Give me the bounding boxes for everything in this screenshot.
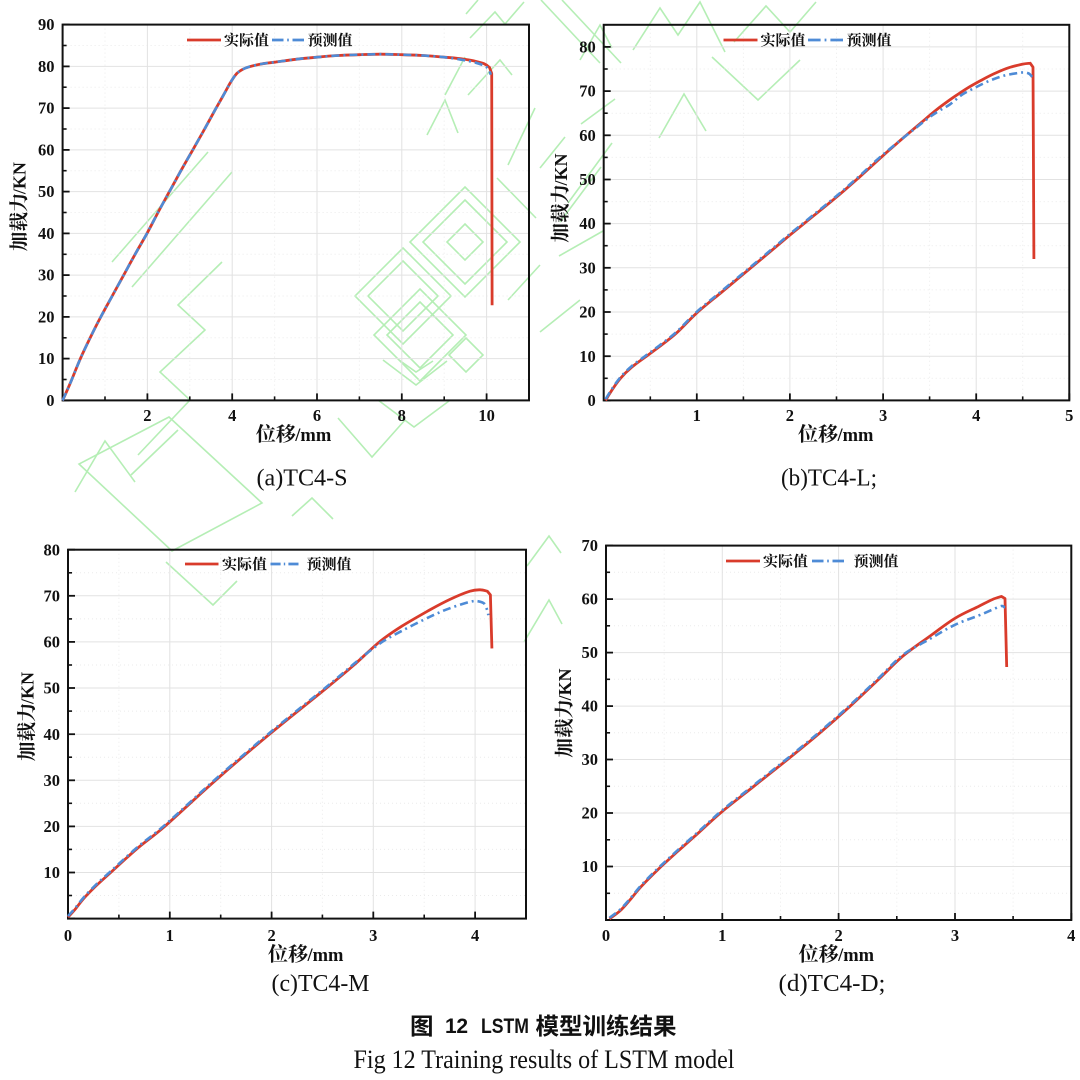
svg-text:4: 4: [471, 926, 479, 945]
svg-text:0: 0: [588, 391, 596, 410]
svg-text:30: 30: [582, 750, 599, 769]
svg-text:40: 40: [582, 697, 599, 716]
svg-text:3: 3: [369, 926, 377, 945]
svg-text:10: 10: [579, 347, 596, 366]
svg-text:(c)TC4-M: (c)TC4-M: [272, 970, 370, 997]
svg-text:40: 40: [38, 224, 55, 243]
svg-text:4: 4: [1067, 926, 1075, 945]
svg-text:1: 1: [693, 406, 701, 425]
svg-text:30: 30: [44, 771, 61, 790]
svg-text:5: 5: [1065, 406, 1073, 425]
svg-text:/KN: /KN: [10, 162, 30, 195]
svg-text:60: 60: [44, 633, 61, 652]
svg-text:/mm: /mm: [307, 946, 345, 966]
svg-text:20: 20: [579, 303, 596, 322]
svg-text:12: 12: [445, 1015, 468, 1038]
svg-text:2: 2: [267, 926, 275, 945]
svg-text:50: 50: [44, 679, 61, 698]
svg-text:10: 10: [44, 863, 61, 882]
svg-text:50: 50: [38, 182, 55, 201]
svg-text:30: 30: [579, 258, 596, 277]
svg-text:2: 2: [834, 926, 842, 945]
svg-text:40: 40: [44, 725, 61, 744]
svg-text:50: 50: [582, 643, 599, 662]
svg-text:70: 70: [38, 99, 55, 118]
svg-text:Fig 12 Training results of LST: Fig 12 Training results of LSTM model: [354, 1045, 735, 1074]
svg-text:20: 20: [582, 804, 599, 823]
svg-text:90: 90: [38, 15, 55, 34]
svg-text:4: 4: [972, 406, 980, 425]
svg-text:80: 80: [38, 57, 55, 76]
svg-text:70: 70: [579, 82, 596, 101]
svg-text:8: 8: [398, 406, 406, 425]
svg-text:20: 20: [38, 308, 55, 327]
svg-text:10: 10: [38, 349, 55, 368]
svg-text:/KN: /KN: [555, 668, 575, 701]
svg-text:4: 4: [228, 406, 236, 425]
svg-text:40: 40: [579, 214, 596, 233]
svg-text:/KN: /KN: [551, 153, 571, 186]
svg-text:2: 2: [786, 406, 794, 425]
svg-text:/mm: /mm: [294, 426, 332, 446]
svg-text:(b)TC4-L;: (b)TC4-L;: [781, 465, 877, 492]
svg-text:20: 20: [44, 817, 61, 836]
svg-text:70: 70: [582, 536, 599, 555]
svg-text:/KN: /KN: [18, 672, 38, 705]
svg-text:50: 50: [579, 170, 596, 189]
svg-text:0: 0: [602, 926, 610, 945]
svg-text:30: 30: [38, 266, 55, 285]
svg-text:3: 3: [879, 406, 887, 425]
svg-text:60: 60: [38, 141, 55, 160]
svg-text:10: 10: [582, 857, 599, 876]
svg-text:3: 3: [951, 926, 959, 945]
svg-text:0: 0: [64, 926, 72, 945]
svg-text:1: 1: [166, 926, 174, 945]
svg-text:1: 1: [718, 926, 726, 945]
svg-text:/mm: /mm: [837, 946, 875, 966]
svg-text:6: 6: [313, 406, 321, 425]
svg-text:(a)TC4-S: (a)TC4-S: [257, 465, 348, 492]
svg-text:LSTM: LSTM: [481, 1015, 529, 1038]
svg-text:10: 10: [478, 406, 495, 425]
svg-text:0: 0: [46, 391, 54, 410]
svg-text:(d)TC4-D;: (d)TC4-D;: [779, 970, 886, 997]
svg-text:2: 2: [143, 406, 151, 425]
svg-text:80: 80: [579, 38, 596, 57]
svg-text:80: 80: [44, 540, 61, 559]
svg-text:70: 70: [44, 586, 61, 605]
svg-text:60: 60: [582, 590, 599, 609]
svg-text:/mm: /mm: [837, 426, 875, 446]
svg-text:60: 60: [579, 126, 596, 145]
